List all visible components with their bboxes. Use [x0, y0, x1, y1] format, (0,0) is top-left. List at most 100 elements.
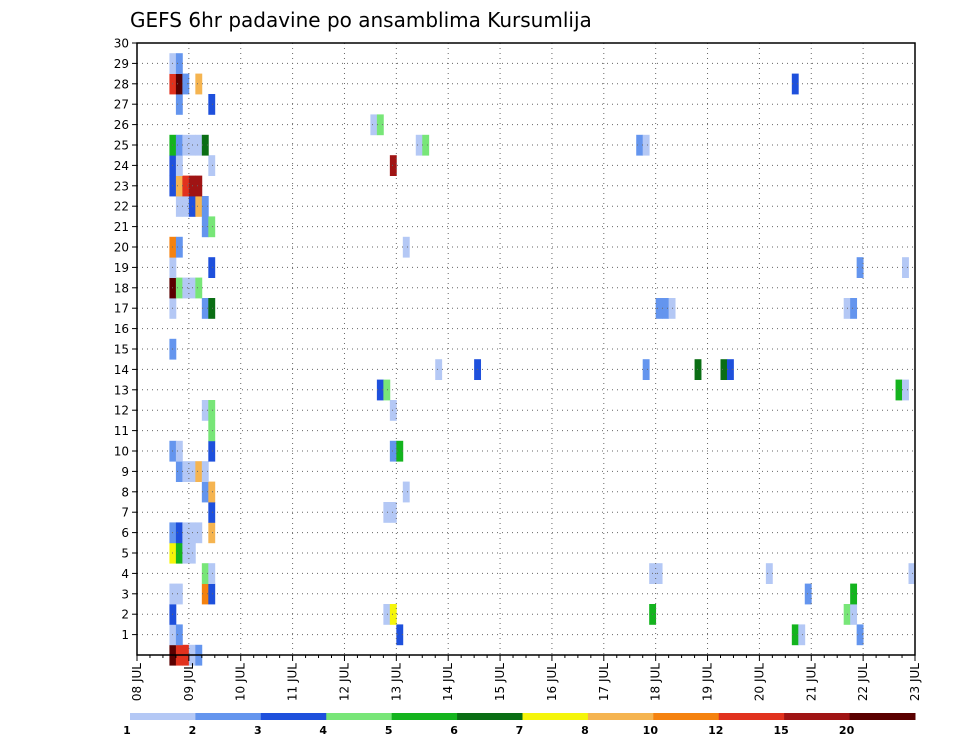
heatmap-cell	[208, 216, 216, 238]
y-tick-label: 4	[121, 567, 129, 581]
heatmap-cell	[902, 257, 909, 278]
colorbar-swatch	[130, 713, 196, 720]
colorbar-label: 15	[774, 724, 789, 737]
x-tick-label: 13 JUL	[389, 663, 403, 701]
heatmap-cell	[798, 624, 806, 646]
heatmap-cell	[389, 155, 397, 176]
x-tick-label: 21 JUL	[804, 663, 818, 701]
heatmap-cell	[195, 522, 203, 544]
x-axis: 08 JUL 09 JUL 10 JUL 11 JUL 12 JUL 13 JUL 14 J…	[130, 655, 922, 701]
colorbar-swatch	[718, 713, 785, 720]
heatmap-cell	[389, 502, 397, 523]
heatmap-cell	[182, 461, 190, 482]
grid-lines	[137, 43, 915, 655]
y-tick-label: 12	[114, 404, 129, 418]
heatmap-cell	[175, 461, 183, 482]
heatmap-cell	[195, 73, 203, 95]
y-tick-label: 6	[121, 526, 129, 540]
heatmap-cell	[804, 583, 812, 605]
heatmap-cell	[208, 94, 216, 115]
heatmap-cell	[182, 542, 190, 564]
x-tick-label: 23 JUL	[908, 663, 922, 701]
heatmap-cell	[175, 440, 183, 462]
y-tick-label: 18	[114, 281, 129, 295]
heatmap-cell	[182, 73, 190, 95]
x-tick-label: 16 JUL	[545, 663, 559, 701]
y-tick-label: 13	[114, 383, 129, 397]
colorbar-label: 7	[516, 724, 524, 737]
y-tick-label: 9	[121, 465, 129, 479]
heatmap-cell	[182, 522, 190, 544]
heatmap-cell	[383, 502, 391, 523]
colorbar-label: 1	[123, 724, 131, 737]
heatmap-cell	[850, 298, 858, 319]
y-tick-label: 27	[114, 98, 129, 112]
heatmap-cell	[850, 583, 858, 605]
heatmap-cell	[694, 359, 702, 380]
colorbar-label: 8	[581, 724, 589, 737]
y-tick-label: 16	[114, 322, 129, 336]
heatmap-cell	[402, 481, 410, 503]
heatmap-cell	[201, 563, 209, 584]
heatmap-cell	[208, 257, 216, 278]
colorbar-swatch	[260, 713, 327, 720]
heatmap-cell	[195, 196, 203, 217]
heatmap-cell	[720, 359, 728, 380]
heatmap-cell	[383, 379, 391, 401]
heatmap-cell	[370, 114, 378, 136]
y-tick-label: 24	[114, 159, 129, 173]
heatmap-cell	[201, 583, 209, 605]
colorbar-label: 10	[643, 724, 659, 737]
colorbar-swatch	[653, 713, 720, 720]
x-tick-label: 22 JUL	[856, 663, 870, 701]
heatmap-cell	[902, 379, 909, 401]
chart-title: GEFS 6hr padavine po ansamblima Kursumli…	[130, 8, 592, 32]
heatmap-cell	[636, 134, 644, 156]
x-tick-label: 20 JUL	[752, 663, 766, 701]
heatmap-cell	[175, 134, 183, 156]
y-tick-label: 2	[121, 608, 129, 622]
heatmap-cell	[383, 604, 391, 625]
heatmap-cell	[175, 155, 183, 176]
heatmap-cell	[208, 298, 216, 319]
y-tick-label: 30	[114, 37, 129, 51]
heatmap-cell	[201, 481, 209, 503]
x-tick-label: 08 JUL	[130, 663, 144, 701]
heatmap-cell	[201, 298, 209, 319]
heatmap-cell	[175, 583, 183, 605]
heatmap-cell	[208, 583, 216, 605]
x-tick-label: 18 JUL	[649, 663, 663, 701]
y-tick-label: 14	[114, 363, 129, 377]
heatmap-cell	[201, 134, 209, 156]
heatmap-cell	[175, 522, 183, 544]
heatmap-cell	[201, 216, 209, 238]
heatmap-cell	[182, 175, 190, 197]
y-tick-label: 29	[114, 57, 129, 71]
heatmap-cell	[856, 257, 864, 278]
heatmap-cell	[895, 379, 903, 401]
heatmap-cell	[182, 134, 190, 156]
heatmap-cell	[175, 94, 183, 115]
colorbar-swatch	[849, 713, 916, 720]
y-tick-label: 15	[114, 343, 129, 357]
heatmap-cell	[195, 134, 203, 156]
heatmap-cell	[850, 604, 858, 625]
colorbar-swatch	[784, 713, 851, 720]
colorbar-label: 4	[319, 724, 327, 737]
heatmap-cell	[175, 236, 183, 258]
heatmap-cell	[175, 196, 183, 217]
heatmap-cell	[908, 563, 916, 584]
heatmap-cell	[175, 277, 183, 299]
heatmap-cell	[201, 400, 209, 421]
colorbar-label: 12	[708, 724, 723, 737]
colorbar-label: 3	[254, 724, 262, 737]
colorbar-label: 20	[839, 724, 855, 737]
x-tick-label: 10 JUL	[234, 663, 248, 701]
y-tick-label: 25	[114, 139, 129, 153]
heatmap-cell	[396, 440, 404, 462]
colorbar-label: 5	[385, 724, 393, 737]
heatmap-cell	[389, 604, 397, 625]
x-tick-label: 14 JUL	[441, 663, 455, 701]
heatmap-cell	[208, 481, 216, 503]
